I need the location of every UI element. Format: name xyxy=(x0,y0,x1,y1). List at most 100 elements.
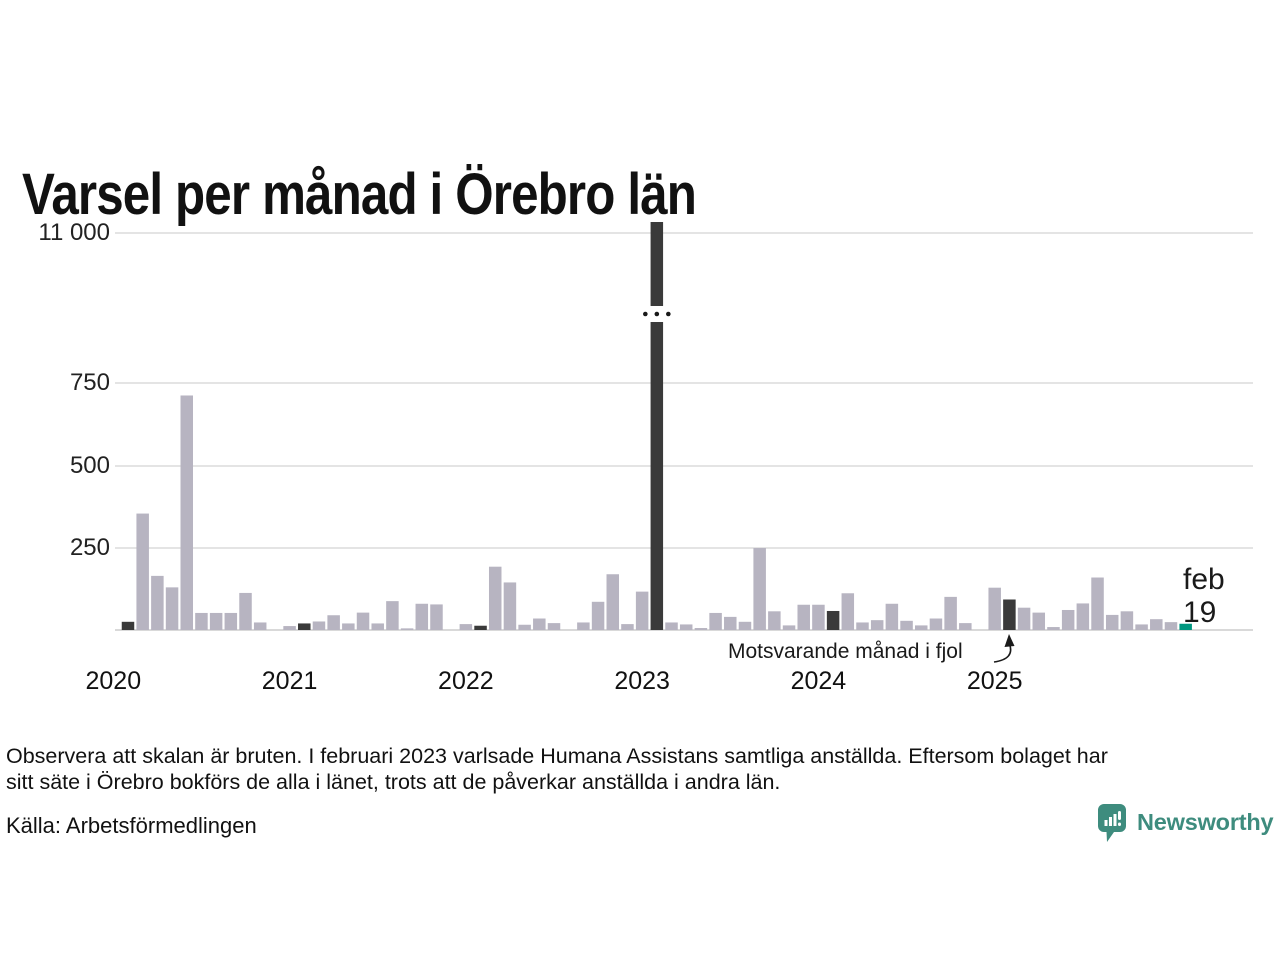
bar-highlighted xyxy=(826,610,840,630)
bar xyxy=(694,628,708,630)
bar xyxy=(209,612,223,630)
page-title: Varsel per månad i Örebro län xyxy=(22,161,697,227)
bar xyxy=(488,566,502,630)
bar xyxy=(591,601,605,630)
bar xyxy=(738,621,752,630)
logo-bar-small xyxy=(1104,820,1108,826)
bar xyxy=(547,623,561,630)
y-tick-label: 250 xyxy=(69,534,110,561)
x-tick-label: 2023 xyxy=(614,667,670,695)
bar xyxy=(782,625,796,630)
x-tick-label: 2022 xyxy=(438,667,494,695)
bar xyxy=(1135,624,1148,630)
bar xyxy=(665,622,678,630)
x-tick-label: 2024 xyxy=(790,667,847,695)
bar xyxy=(635,591,649,630)
axis-break-dot xyxy=(654,311,660,317)
bar xyxy=(753,548,766,630)
bar xyxy=(577,622,590,630)
footer-note: Observera att skalan är bruten. I februa… xyxy=(6,744,1108,794)
bar xyxy=(724,616,737,630)
x-tick-label: 2020 xyxy=(85,667,142,695)
bar xyxy=(342,623,355,630)
bar xyxy=(679,624,693,630)
logo-exclamation-stem xyxy=(1118,811,1121,820)
bar xyxy=(239,592,252,630)
newsworthy-logo-icon xyxy=(1098,804,1126,842)
bar xyxy=(1164,622,1178,630)
bar xyxy=(900,620,913,630)
bar xyxy=(797,604,810,630)
bar xyxy=(709,612,722,630)
bar xyxy=(812,604,825,630)
bar xyxy=(415,603,429,630)
bar xyxy=(224,612,238,630)
bar-highlighted xyxy=(474,625,487,630)
bar xyxy=(856,622,869,630)
logo-bar-tall xyxy=(1113,814,1117,826)
bar xyxy=(518,624,531,630)
source-label: Källa: Arbetsförmedlingen xyxy=(6,813,257,838)
bar xyxy=(503,582,517,630)
y-tick-label: 750 xyxy=(69,369,110,396)
y-tick-label: 500 xyxy=(69,452,110,479)
bar xyxy=(944,596,957,630)
axis-break-dot xyxy=(643,311,648,317)
bar xyxy=(533,618,546,630)
bar xyxy=(1076,603,1090,630)
annotation-arrow xyxy=(993,643,1012,663)
bar xyxy=(988,587,1001,630)
bar xyxy=(1017,607,1031,630)
bar xyxy=(430,604,443,630)
current-point-label: feb 19 xyxy=(1183,563,1225,629)
bar xyxy=(459,624,473,630)
bar xyxy=(180,395,193,630)
logo-exclamation-dot xyxy=(1118,822,1121,826)
bar xyxy=(621,624,634,630)
bar xyxy=(870,620,884,630)
bar xyxy=(1047,627,1060,630)
x-tick-label: 2021 xyxy=(261,667,318,695)
bar xyxy=(959,623,972,630)
bar-highlighted xyxy=(1003,599,1016,630)
bar xyxy=(253,622,267,630)
bar xyxy=(386,601,399,630)
axis-break-dot xyxy=(666,311,671,317)
bar xyxy=(136,513,149,630)
bar xyxy=(606,574,620,630)
bar-broken xyxy=(650,222,664,630)
bar xyxy=(151,575,164,630)
annotation-last-year: Motsvarande månad i fjol xyxy=(728,640,963,663)
newsworthy-logo: Newsworthy xyxy=(1097,803,1274,843)
bar xyxy=(283,626,296,630)
bar xyxy=(1091,577,1104,630)
bar xyxy=(885,603,899,630)
bar-highlighted xyxy=(121,621,135,630)
bar xyxy=(312,621,326,630)
bar xyxy=(1032,612,1046,630)
bar xyxy=(1150,619,1163,630)
bar xyxy=(400,628,414,630)
bar xyxy=(841,593,855,630)
bar xyxy=(1120,611,1134,630)
bar xyxy=(1061,609,1075,630)
current-point-month: feb xyxy=(1183,563,1225,596)
annotation-arrowhead xyxy=(1004,634,1015,647)
bar xyxy=(371,623,384,630)
bar-current xyxy=(1179,623,1192,630)
current-point-value: 19 xyxy=(1183,596,1217,629)
bar xyxy=(768,611,781,630)
newsworthy-wordmark: Newsworthy xyxy=(1137,809,1274,835)
bar xyxy=(915,625,928,630)
bar xyxy=(195,612,208,630)
bar xyxy=(327,615,340,630)
bar xyxy=(165,587,179,630)
bar xyxy=(356,612,370,630)
bar xyxy=(929,618,943,630)
logo-bar-medium xyxy=(1109,817,1112,826)
x-tick-label: 2025 xyxy=(966,667,1023,695)
bar xyxy=(1105,614,1119,630)
bar-highlighted xyxy=(298,623,311,630)
